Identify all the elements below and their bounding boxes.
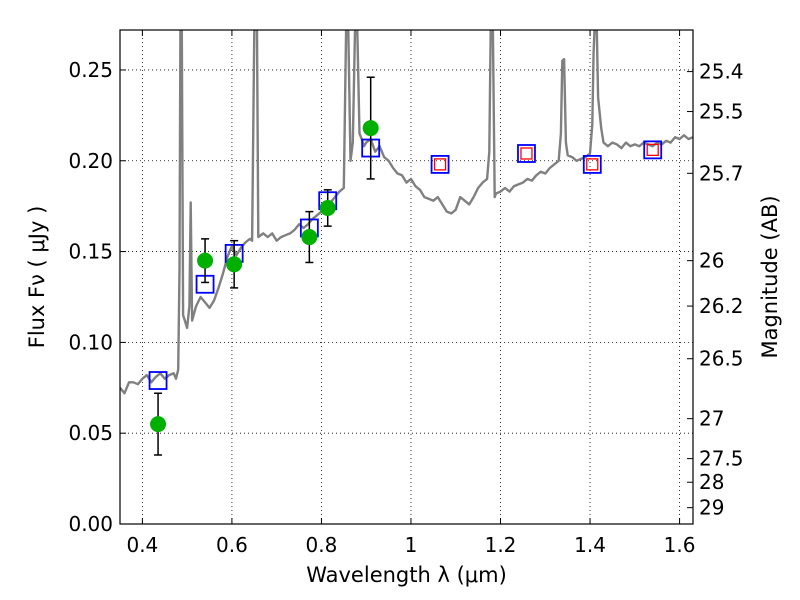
x-tick-label: 0.6 xyxy=(216,533,248,557)
model-spectrum-line xyxy=(120,30,693,395)
mag-tick-label: 25.7 xyxy=(699,161,744,185)
y-tick-label: 0.20 xyxy=(68,149,113,173)
mag-tick-label: 27.5 xyxy=(699,447,744,471)
markers xyxy=(148,76,663,456)
x-axis-label: Wavelength λ (μm) xyxy=(306,563,507,587)
y2-axis-label: Magnitude (AB) xyxy=(758,195,782,358)
ir-square-outer-marker xyxy=(643,140,663,160)
mag-tick-label: 27 xyxy=(699,407,724,431)
ir-square-inner-marker xyxy=(586,158,599,171)
observed-point-marker xyxy=(197,252,214,269)
observed-point-marker xyxy=(150,416,167,433)
observed-point-marker xyxy=(319,199,336,216)
observed-point-marker xyxy=(301,229,318,246)
y-tick-label: 0.00 xyxy=(68,512,113,536)
mag-tick-label: 29 xyxy=(699,496,724,520)
x-tick-label: 0.8 xyxy=(306,533,338,557)
ir-square-outer-marker xyxy=(430,154,450,174)
mag-tick-label: 25.4 xyxy=(699,60,744,84)
y-tick-label: 0.25 xyxy=(68,58,113,82)
x-tick-label: 1.2 xyxy=(485,533,517,557)
ticks: 0.4 0.6 0.8 1 1.2 1.4 1.6 0.00 0.05 0.10 0.15 0.20 0… xyxy=(68,30,744,557)
y-tick-label: 0.05 xyxy=(68,421,113,445)
mag-tick-label: 28 xyxy=(699,470,724,494)
mag-tick-label: 26.5 xyxy=(699,347,744,371)
mag-tick-label: 26 xyxy=(699,249,724,273)
ir-square-inner-marker xyxy=(433,158,447,171)
observed-point-marker xyxy=(226,256,243,273)
x-tick-label: 1.4 xyxy=(574,533,606,557)
plot-area xyxy=(120,30,693,395)
ir-square-outer-marker xyxy=(582,154,602,174)
x-tick-label: 1.6 xyxy=(664,533,696,557)
axes-frame xyxy=(119,29,694,525)
mag-tick-label: 25.5 xyxy=(699,100,744,124)
x-tick-label: 1 xyxy=(405,533,418,557)
observed-point-marker xyxy=(362,120,379,137)
y-tick-label: 0.15 xyxy=(68,240,113,264)
x-tick-label: 0.4 xyxy=(126,533,158,557)
y-tick-label: 0.10 xyxy=(68,330,113,354)
y-axis-label: Flux Fν ( μJy ) xyxy=(25,206,49,349)
ir-square-inner-marker xyxy=(646,143,659,157)
ir-square-outer-marker xyxy=(517,144,536,163)
mag-tick-label: 26.2 xyxy=(699,294,744,318)
ir-square-inner-marker xyxy=(520,147,533,160)
model-square-marker xyxy=(148,371,168,390)
